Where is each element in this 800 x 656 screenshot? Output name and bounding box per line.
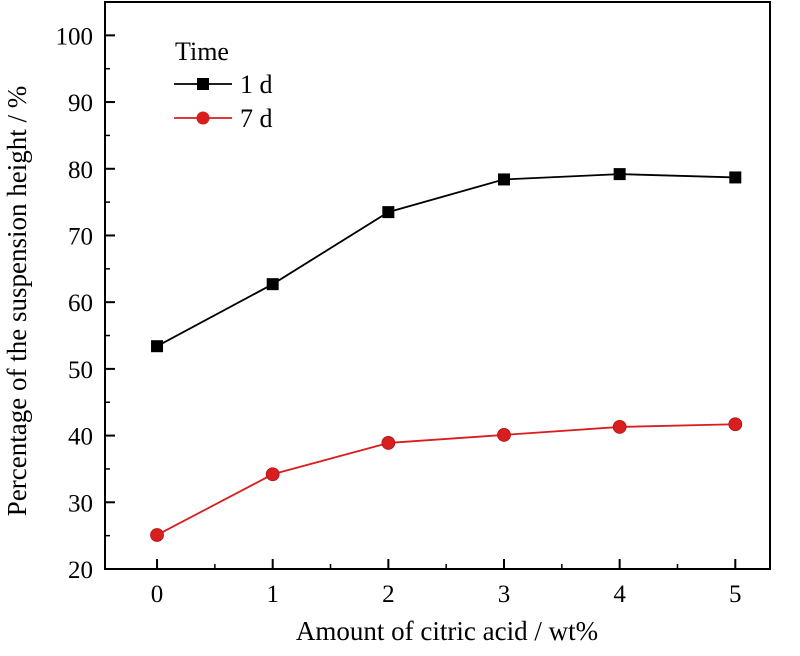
y-tick-label-30: 30 bbox=[68, 490, 93, 517]
data-point bbox=[266, 278, 279, 291]
series-7d bbox=[150, 417, 743, 542]
legend-label-7d: 7 d bbox=[240, 104, 273, 133]
y-tick-label-40: 40 bbox=[68, 424, 93, 451]
data-point bbox=[729, 171, 742, 184]
data-point bbox=[612, 420, 627, 434]
series-line-1d bbox=[156, 173, 736, 347]
y-tick-label-100: 100 bbox=[56, 23, 94, 50]
plot-frame bbox=[104, 1, 771, 570]
x-tick-label-0: 0 bbox=[151, 581, 164, 608]
legend-marker-7d bbox=[196, 111, 210, 125]
data-point bbox=[381, 436, 396, 450]
legend: Time 1 d 7 d bbox=[174, 37, 273, 133]
x-tick-label-2: 2 bbox=[382, 581, 395, 608]
series-line-7d bbox=[156, 423, 736, 536]
legend-marker-1d bbox=[197, 78, 209, 90]
series-1d bbox=[151, 168, 742, 353]
legend-title: Time bbox=[175, 37, 229, 66]
series-layer bbox=[150, 168, 743, 542]
data-point bbox=[498, 173, 510, 186]
legend-label-1d: 1 d bbox=[240, 70, 273, 99]
x-tick-label-5: 5 bbox=[729, 581, 742, 608]
axes: 0 1 2 3 4 5 20 30 40 50 60 70 80 90 100 bbox=[56, 1, 771, 608]
y-tick-label-80: 80 bbox=[68, 157, 93, 184]
data-point bbox=[265, 467, 280, 482]
data-point bbox=[150, 528, 164, 542]
x-tick-label-3: 3 bbox=[498, 581, 511, 608]
y-tick-label-50: 50 bbox=[68, 357, 93, 384]
y-tick-label-90: 90 bbox=[68, 90, 93, 117]
y-tick-label-60: 60 bbox=[68, 290, 93, 317]
y-tick-label-70: 70 bbox=[68, 223, 93, 250]
data-point bbox=[728, 417, 743, 432]
data-point bbox=[613, 168, 626, 181]
x-axis-label: Amount of citric acid / wt% bbox=[296, 616, 598, 646]
data-point bbox=[151, 340, 164, 353]
y-axis-label: Percentage of the suspension height / % bbox=[2, 86, 32, 516]
x-tick-label-4: 4 bbox=[613, 581, 626, 608]
data-point bbox=[497, 428, 511, 442]
y-tick-label-20: 20 bbox=[68, 557, 93, 584]
x-tick-label-1: 1 bbox=[266, 581, 279, 608]
data-point bbox=[382, 206, 395, 219]
